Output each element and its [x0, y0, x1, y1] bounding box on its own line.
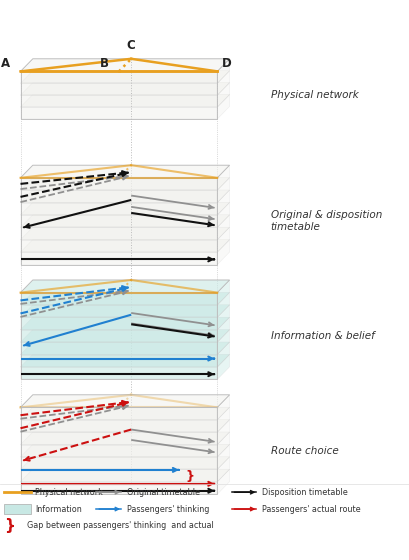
- Polygon shape: [217, 227, 229, 252]
- Text: Original timetable: Original timetable: [127, 488, 200, 497]
- Polygon shape: [20, 457, 229, 469]
- Polygon shape: [217, 190, 229, 215]
- Polygon shape: [217, 178, 229, 203]
- Polygon shape: [217, 354, 229, 380]
- Polygon shape: [217, 305, 229, 330]
- Polygon shape: [217, 330, 229, 354]
- Polygon shape: [20, 330, 217, 342]
- Polygon shape: [217, 419, 229, 445]
- Polygon shape: [20, 72, 217, 83]
- Text: A: A: [1, 57, 10, 70]
- Polygon shape: [20, 305, 229, 318]
- Polygon shape: [20, 215, 217, 227]
- Polygon shape: [20, 354, 217, 367]
- Polygon shape: [20, 95, 217, 107]
- Polygon shape: [20, 354, 229, 367]
- Text: Physical network: Physical network: [35, 488, 103, 497]
- Polygon shape: [20, 408, 217, 420]
- Polygon shape: [217, 240, 229, 265]
- Polygon shape: [20, 178, 229, 190]
- Polygon shape: [20, 407, 229, 420]
- Polygon shape: [20, 482, 217, 494]
- Text: Gap between passengers' thinking  and actual: Gap between passengers' thinking and act…: [27, 521, 213, 530]
- Polygon shape: [20, 317, 229, 330]
- Polygon shape: [217, 407, 229, 432]
- Text: }: }: [185, 470, 194, 483]
- Polygon shape: [20, 202, 229, 215]
- Polygon shape: [217, 95, 229, 119]
- Polygon shape: [20, 420, 217, 432]
- Polygon shape: [20, 227, 229, 240]
- Polygon shape: [20, 318, 217, 330]
- Polygon shape: [20, 165, 229, 178]
- Polygon shape: [217, 71, 229, 95]
- Polygon shape: [217, 280, 229, 305]
- Polygon shape: [20, 71, 229, 83]
- Polygon shape: [217, 165, 229, 190]
- Polygon shape: [20, 252, 217, 265]
- Polygon shape: [217, 469, 229, 494]
- Polygon shape: [217, 317, 229, 342]
- Polygon shape: [20, 190, 229, 203]
- Polygon shape: [20, 59, 229, 72]
- Text: Original & disposition
timetable: Original & disposition timetable: [270, 211, 381, 232]
- Text: Route choice: Route choice: [270, 446, 337, 456]
- Polygon shape: [217, 83, 229, 107]
- Polygon shape: [20, 107, 217, 119]
- Polygon shape: [217, 432, 229, 457]
- Polygon shape: [20, 445, 217, 457]
- Polygon shape: [20, 367, 217, 380]
- Polygon shape: [20, 342, 217, 354]
- Polygon shape: [20, 432, 229, 445]
- Polygon shape: [20, 305, 217, 318]
- Polygon shape: [217, 445, 229, 469]
- Polygon shape: [217, 202, 229, 227]
- Polygon shape: [20, 432, 217, 445]
- Polygon shape: [20, 227, 217, 240]
- Text: Information: Information: [35, 505, 81, 514]
- Text: D: D: [221, 57, 231, 70]
- Polygon shape: [217, 215, 229, 240]
- Text: Passengers' actual route: Passengers' actual route: [262, 505, 360, 514]
- Polygon shape: [217, 395, 229, 420]
- Polygon shape: [20, 419, 229, 432]
- Polygon shape: [20, 330, 229, 342]
- Text: Passengers' thinking: Passengers' thinking: [127, 505, 209, 514]
- Polygon shape: [20, 445, 229, 457]
- Polygon shape: [20, 215, 229, 227]
- Polygon shape: [20, 83, 217, 95]
- Polygon shape: [20, 190, 217, 203]
- Text: }: }: [4, 519, 15, 533]
- Text: Disposition timetable: Disposition timetable: [262, 488, 347, 497]
- Polygon shape: [20, 292, 229, 305]
- FancyBboxPatch shape: [4, 504, 31, 514]
- Polygon shape: [20, 342, 229, 354]
- Text: C: C: [126, 39, 135, 52]
- Polygon shape: [20, 469, 229, 482]
- Polygon shape: [20, 457, 217, 469]
- Polygon shape: [20, 240, 229, 252]
- Polygon shape: [20, 469, 217, 482]
- Polygon shape: [20, 203, 217, 215]
- Polygon shape: [217, 342, 229, 367]
- Polygon shape: [20, 95, 229, 107]
- Text: Information & belief: Information & belief: [270, 331, 373, 341]
- Text: B: B: [99, 57, 108, 70]
- Polygon shape: [20, 280, 229, 293]
- Polygon shape: [20, 293, 217, 305]
- Polygon shape: [20, 395, 229, 408]
- Polygon shape: [20, 178, 217, 190]
- Polygon shape: [20, 83, 229, 95]
- Text: Physical network: Physical network: [270, 90, 357, 100]
- Polygon shape: [20, 240, 217, 252]
- Polygon shape: [217, 292, 229, 318]
- Polygon shape: [217, 59, 229, 83]
- Polygon shape: [217, 457, 229, 482]
